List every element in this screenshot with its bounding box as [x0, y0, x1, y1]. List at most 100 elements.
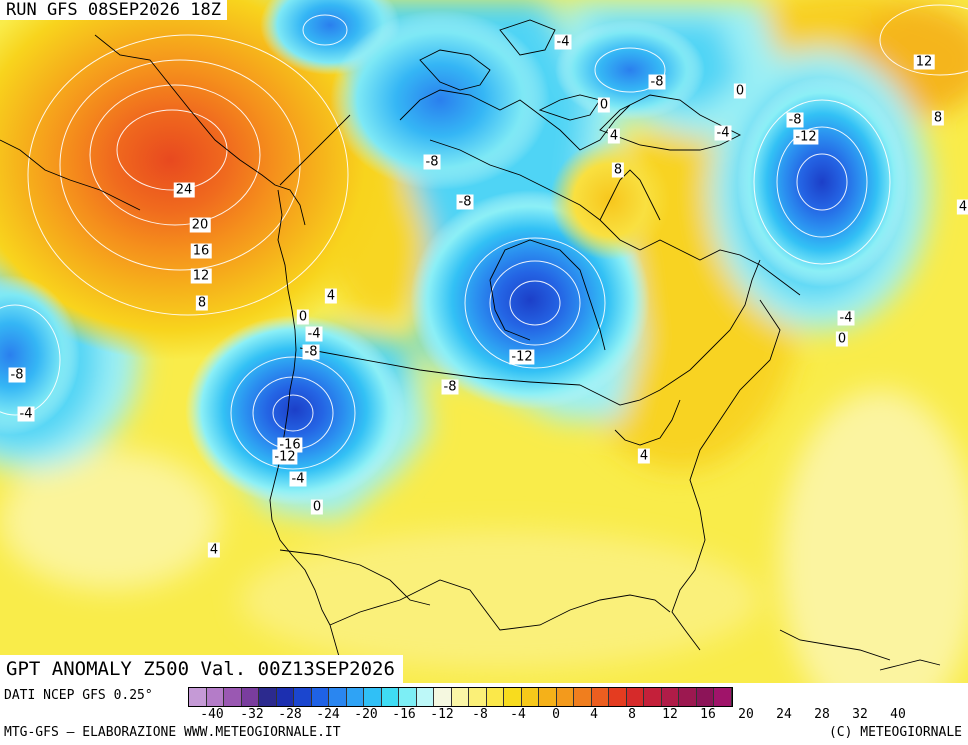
low-pacific-nw [185, 315, 405, 505]
colorbar-tick-label: 40 [890, 707, 906, 722]
colorbar-swatch [364, 688, 382, 706]
contour-label: 0 [597, 97, 611, 113]
colorbar-swatch [696, 688, 714, 706]
colorbar-swatch [626, 688, 644, 706]
colorbar-swatch [259, 688, 277, 706]
contour-label: 4 [324, 288, 338, 304]
contour-label: -4 [305, 326, 323, 342]
colorbar-swatch [679, 688, 697, 706]
contour-label: 24 [173, 182, 195, 198]
contour-label: 12 [190, 268, 212, 284]
contour-label: -12 [509, 349, 535, 365]
contour-label: -8 [786, 112, 804, 128]
colorbar-swatch [644, 688, 662, 706]
colorbar [188, 687, 733, 707]
contour-label: 4 [607, 128, 621, 144]
isolines [0, 4, 968, 470]
colorbar-swatch [294, 688, 312, 706]
colorbar-swatch [714, 688, 732, 706]
low-west-pacific [0, 275, 80, 435]
colorbar-swatch [504, 688, 522, 706]
contour-label: -4 [554, 34, 572, 50]
contour-label: -4 [837, 310, 855, 326]
colorbar-swatch [451, 688, 469, 706]
colorbar-tick-label: -20 [354, 707, 378, 722]
contour-label: 0 [296, 309, 310, 325]
colorbar-swatch [539, 688, 557, 706]
colorbar-tick-label: 24 [776, 707, 792, 722]
ridge-alaska [0, 0, 400, 360]
low-baffin [555, 20, 705, 120]
contour-label: -4 [17, 406, 35, 422]
contour-label: -8 [441, 379, 459, 395]
contour-label: -8 [648, 74, 666, 90]
coastlines [0, 19, 801, 683]
low-greenland-east [737, 77, 907, 287]
colorbar-swatch [486, 688, 504, 706]
colorbar-swatch [224, 688, 242, 706]
contour-label: 4 [637, 448, 651, 464]
colorbar-tick-label: -28 [278, 707, 302, 722]
colorbar-tick-label: 20 [738, 707, 754, 722]
contour-label: -8 [8, 367, 26, 383]
contour-label: 20 [189, 217, 211, 233]
colorbar-swatch [346, 688, 364, 706]
colorbar-swatch [381, 688, 399, 706]
anomaly-map [0, 0, 968, 683]
contour-label: 0 [310, 499, 324, 515]
contour-label: 0 [835, 331, 849, 347]
data-source: DATI NCEP GFS 0.25° [4, 688, 153, 703]
contour-label: -4 [714, 125, 732, 141]
contour-label: -8 [302, 344, 320, 360]
colorbar-tick-label: 4 [590, 707, 598, 722]
contour-label: -12 [793, 129, 819, 145]
contour-label: 8 [611, 162, 625, 178]
contour-label: 12 [913, 54, 935, 70]
colorbar-tick-label: 16 [700, 707, 716, 722]
contour-label: -12 [272, 449, 298, 465]
colorbar-tick-label: -32 [240, 707, 264, 722]
contour-label: -8 [423, 154, 441, 170]
colorbar-swatch [574, 688, 592, 706]
colorbar-swatch [276, 688, 294, 706]
colorbar-tick-label: 28 [814, 707, 830, 722]
contour-label: -16 [277, 437, 303, 453]
colorbar-swatch [241, 688, 259, 706]
colorbar-tick-label: -4 [510, 707, 526, 722]
colorbar-swatch [556, 688, 574, 706]
colorbar-tick-label: -24 [316, 707, 340, 722]
colorbar-swatch [661, 688, 679, 706]
contour-label: 16 [190, 243, 212, 259]
colorbar-swatch [189, 688, 207, 706]
colorbar-tick-label: 8 [628, 707, 636, 722]
low-canadian-arctic [330, 10, 550, 190]
contour-label: 4 [207, 542, 221, 558]
colorbar-swatch [311, 688, 329, 706]
colorbar-swatch [434, 688, 452, 706]
run-title: RUN GFS 08SEP2026 18Z [0, 0, 227, 20]
colorbar-tick-label: 12 [662, 707, 678, 722]
colorbar-swatch [609, 688, 627, 706]
colorbar-swatch [521, 688, 539, 706]
colorbar-tick-label: -40 [200, 707, 224, 722]
contour-label: 8 [931, 110, 945, 126]
credit-right: (C) METEOGIORNALE [828, 725, 962, 740]
contour-label: -8 [456, 194, 474, 210]
contour-label: 0 [733, 83, 747, 99]
contour-label: -4 [289, 471, 307, 487]
field-title: GPT ANOMALY Z500 Val. 00Z13SEP2026 [0, 655, 403, 683]
colorbar-swatch [206, 688, 224, 706]
colorbar-tick-label: 32 [852, 707, 868, 722]
colorbar-swatch [329, 688, 347, 706]
colorbar-tick-label: -8 [472, 707, 488, 722]
colorbar-swatch [591, 688, 609, 706]
colorbar-tick-label: -12 [430, 707, 454, 722]
caribbean [779, 629, 941, 671]
colorbar-tick-label: -16 [392, 707, 416, 722]
colorbar-tick-label: 0 [552, 707, 560, 722]
colorbar-swatch [416, 688, 434, 706]
credit-left: MTG-GFS — ELABORAZIONE WWW.METEOGIORNALE… [4, 725, 341, 740]
colorbar-swatch [399, 688, 417, 706]
contour-label: 8 [195, 295, 209, 311]
contour-label: 4 [956, 199, 968, 215]
